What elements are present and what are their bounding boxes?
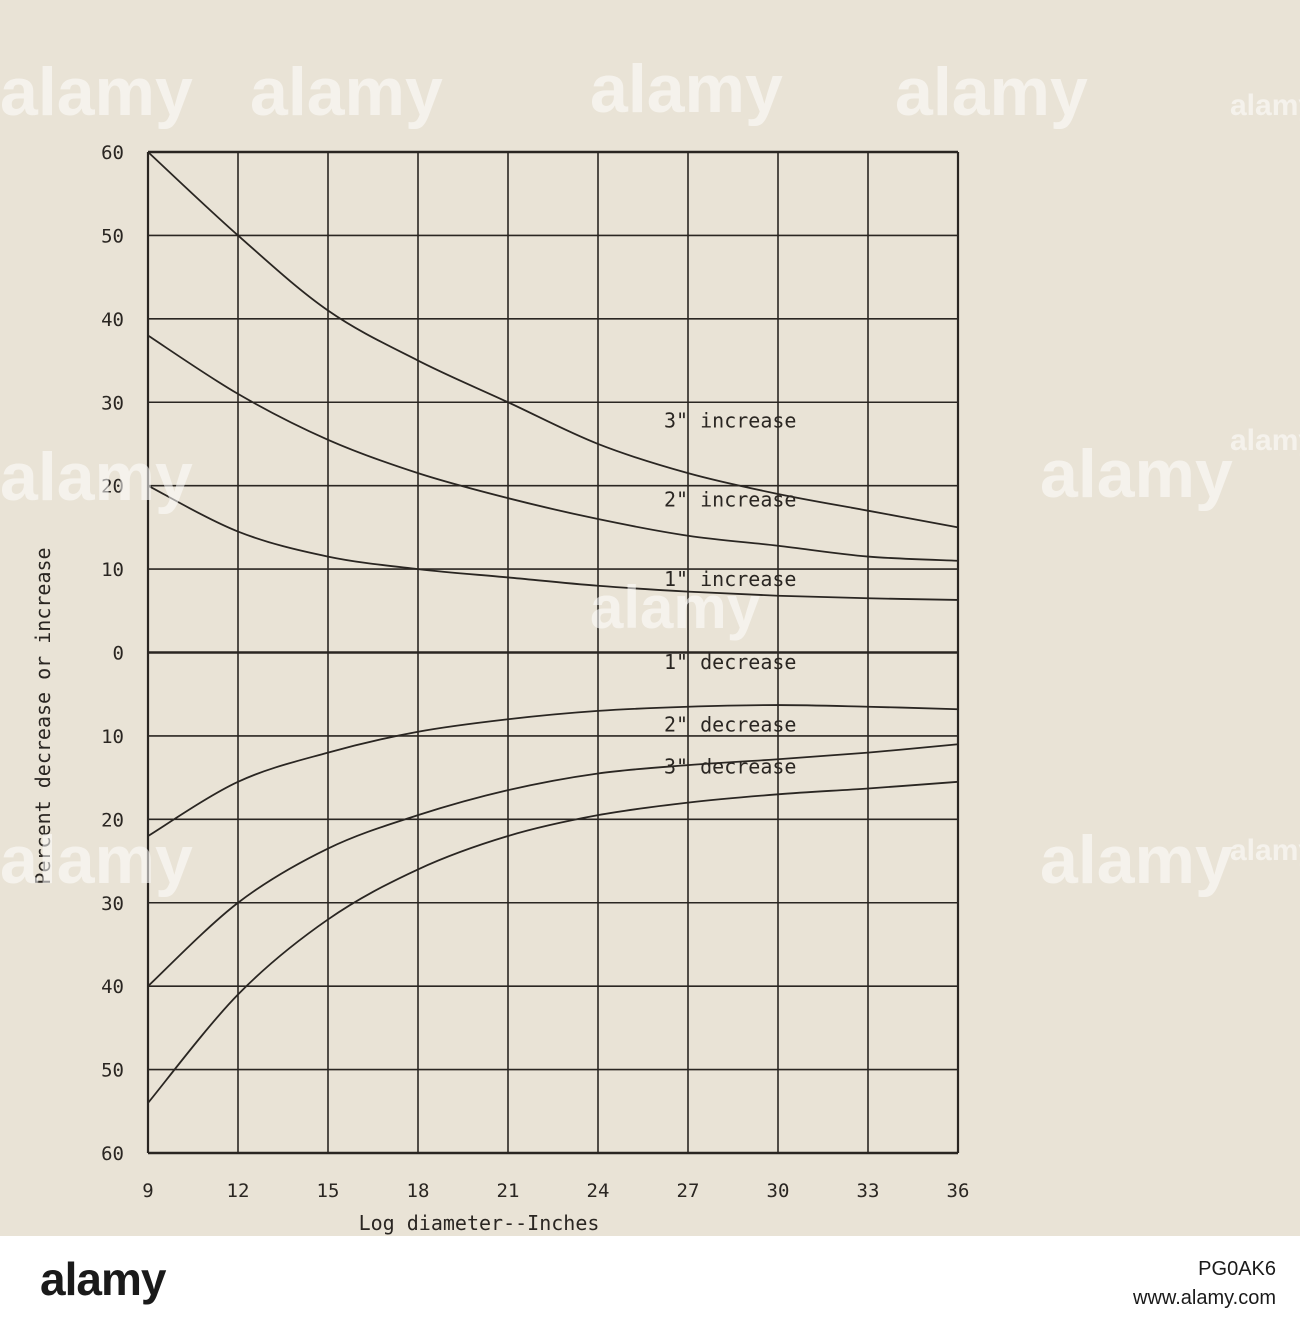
x-tick-label: 33 [857,1180,880,1202]
y-tick-label: 40 [101,309,124,331]
series-labels: 3" increase 2" increase 1" increase 1" decr… [664,408,796,778]
x-tick-label: 24 [587,1180,610,1202]
y-axis-ticks: 60 50 40 30 20 10 0 10 20 30 40 50 60 [101,142,124,1165]
footer-bar [0,1236,1300,1326]
x-tick-label: 21 [497,1180,520,1202]
footer-logo: alamy [40,1253,166,1305]
y-axis-title: Percent decrease or increase [31,547,55,884]
watermark: alamy [0,822,193,898]
y-tick-label: 60 [101,142,124,164]
watermarks: alamyalamyalamyalamyalamyalamyalamyalamy… [0,51,1300,898]
series-line [147,780,959,1104]
watermark: alamy [590,51,783,127]
watermark: alamy [0,54,193,130]
series-lines [147,151,959,1104]
x-tick-label: 18 [407,1180,430,1202]
grid [146,150,960,1155]
series-line [147,743,959,987]
x-axis-title: Log diameter--Inches [359,1211,600,1235]
y-tick-label: 30 [101,392,124,414]
y-tick-label: 0 [113,643,124,665]
series-label: 1" decrease [664,650,796,674]
y-tick-label: 30 [101,893,124,915]
y-tick-label: 10 [101,726,124,748]
series-line [147,334,959,562]
x-axis-ticks: 9 12 15 18 21 24 27 30 33 36 [142,1180,969,1202]
series-line [147,151,959,529]
series-line [147,704,959,837]
series-label: 3" increase [664,408,796,432]
watermark: alamy [1230,834,1300,867]
y-tick-label: 50 [101,1060,124,1082]
y-tick-label: 40 [101,976,124,998]
site-url: www.alamy.com [1133,1287,1276,1309]
x-tick-label: 15 [317,1180,340,1202]
y-tick-label: 20 [101,476,124,498]
y-tick-label: 10 [101,559,124,581]
watermark: alamy [895,54,1088,130]
watermark: alamy [1040,436,1233,512]
series-label: 2" increase [664,488,796,512]
watermark: alamy [1230,424,1300,457]
watermark: alamy [1040,822,1233,898]
series-line [147,484,959,601]
watermark: alamy [590,574,761,641]
x-tick-label: 27 [677,1180,700,1202]
y-tick-label: 50 [101,225,124,247]
y-tick-label: 60 [101,1143,124,1165]
image-code: PG0AK6 [1198,1258,1276,1280]
chart: 60 50 40 30 20 10 0 10 20 30 40 50 60 9 12 15 18 21 24 27 3… [0,51,1300,1235]
y-tick-label: 20 [101,809,124,831]
watermark: alamy [250,54,443,130]
series-label: 1" increase [664,567,796,591]
x-tick-label: 36 [947,1180,970,1202]
x-tick-label: 30 [767,1180,790,1202]
series-label: 2" decrease [664,713,796,737]
x-tick-label: 9 [142,1180,153,1202]
footer-id: PG0AK6 www.alamy.com [1133,1258,1276,1310]
watermark: alamy [0,439,193,515]
watermark: alamy [1230,89,1300,122]
series-label: 3" decrease [664,754,796,778]
x-tick-label: 12 [227,1180,250,1202]
